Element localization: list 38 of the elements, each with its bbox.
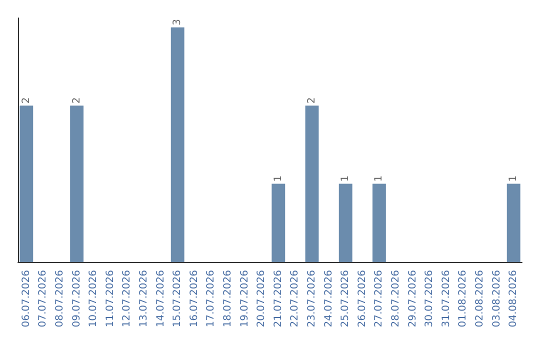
x-tick-label: 10.07.2026 (88, 270, 100, 328)
data-label: 2 (20, 97, 32, 104)
x-tick-label: 01.08.2026 (458, 270, 469, 328)
x-tick-label: 13.07.2026 (138, 270, 150, 328)
x-tick-label: 17.07.2026 (206, 270, 217, 328)
x-tick-label: 30.07.2026 (424, 270, 436, 328)
x-tick-label: 28.07.2026 (390, 270, 402, 328)
x-tick-label: 06.07.2026 (20, 270, 32, 328)
x-tick-label: 22.07.2026 (290, 270, 301, 328)
data-label: 1 (374, 175, 385, 182)
data-label: 1 (272, 175, 284, 182)
x-tick-label: 27.07.2026 (374, 270, 385, 328)
x-tick-label: 09.07.2026 (71, 270, 82, 328)
x-tick-label: 03.08.2026 (491, 270, 502, 328)
x-tick-label: 23.07.2026 (306, 270, 318, 328)
x-tick-label: 11.07.2026 (104, 270, 116, 328)
data-label: 1 (508, 175, 520, 182)
x-tick-label: 19.07.2026 (239, 270, 250, 328)
x-tick-label: 18.07.2026 (222, 270, 234, 328)
x-tick-label: 29.07.2026 (407, 270, 418, 328)
x-tick-label: 26.07.2026 (356, 270, 368, 328)
data-label: 2 (71, 97, 82, 104)
x-tick-label: 24.07.2026 (323, 270, 334, 328)
x-tick-label: 08.07.2026 (54, 270, 66, 328)
x-tick-label: 15.07.2026 (172, 270, 184, 328)
x-tick-label: 14.07.2026 (155, 270, 166, 328)
x-tick-label: 31.07.2026 (440, 270, 452, 328)
x-tick-label: 02.08.2026 (474, 270, 486, 328)
x-tick-label: 04.08.2026 (508, 270, 520, 328)
x-tick-label: 21.07.2026 (272, 270, 284, 328)
x-tick-label: 25.07.2026 (340, 270, 352, 328)
data-label: 2 (306, 97, 318, 104)
data-label: 1 (340, 175, 352, 182)
data-label: 3 (172, 19, 184, 26)
x-tick-label: 20.07.2026 (256, 270, 268, 328)
x-tick-label: 07.07.2026 (38, 270, 49, 328)
x-tick-label: 12.07.2026 (122, 270, 133, 328)
x-tick-label: 16.07.2026 (188, 270, 200, 328)
